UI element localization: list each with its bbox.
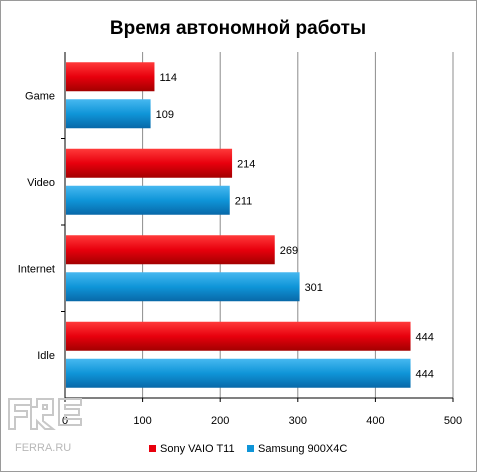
bar	[66, 185, 230, 215]
x-tick-label: 0	[62, 415, 68, 427]
data-label: 211	[235, 195, 253, 207]
x-tick-label: 500	[444, 415, 462, 427]
legend-swatch	[149, 445, 156, 452]
data-label: 114	[159, 72, 177, 84]
bar	[66, 272, 300, 302]
x-tick-label: 200	[211, 415, 229, 427]
bar	[66, 235, 275, 265]
chart-title: Время автономной работы	[110, 18, 366, 39]
legend-label: Sony VAIO T11	[160, 443, 235, 455]
axes	[61, 52, 454, 402]
ferra-logo-icon	[8, 398, 82, 430]
bar	[66, 99, 151, 129]
data-label: 269	[280, 245, 298, 257]
watermark-text: FERRA.RU	[15, 442, 71, 454]
category-label: Idle	[37, 350, 55, 362]
bar	[66, 62, 155, 92]
data-label: 444	[416, 331, 434, 343]
watermark-logo: FERRA.RU	[8, 398, 82, 454]
category-label: Internet	[18, 263, 55, 275]
data-label: 301	[305, 282, 323, 294]
data-label: 214	[237, 158, 255, 170]
x-tick-label: 100	[133, 415, 151, 427]
x-tick-label: 300	[289, 415, 307, 427]
labels: 0 100 200 300 400 500 114 109 Game 214 211 Video 269…	[18, 72, 462, 427]
data-label: 444	[416, 368, 434, 380]
bars	[66, 62, 411, 388]
category-label: Game	[25, 90, 55, 102]
bar	[66, 148, 233, 178]
category-label: Video	[27, 177, 55, 189]
data-label: 109	[156, 109, 174, 121]
legend-label: Samsung 900X4C	[258, 443, 347, 455]
bar	[66, 321, 411, 351]
legend: Sony VAIO T11 Samsung 900X4C	[149, 443, 347, 455]
bar	[66, 358, 411, 388]
x-tick-label: 400	[366, 415, 384, 427]
legend-swatch	[247, 445, 254, 452]
